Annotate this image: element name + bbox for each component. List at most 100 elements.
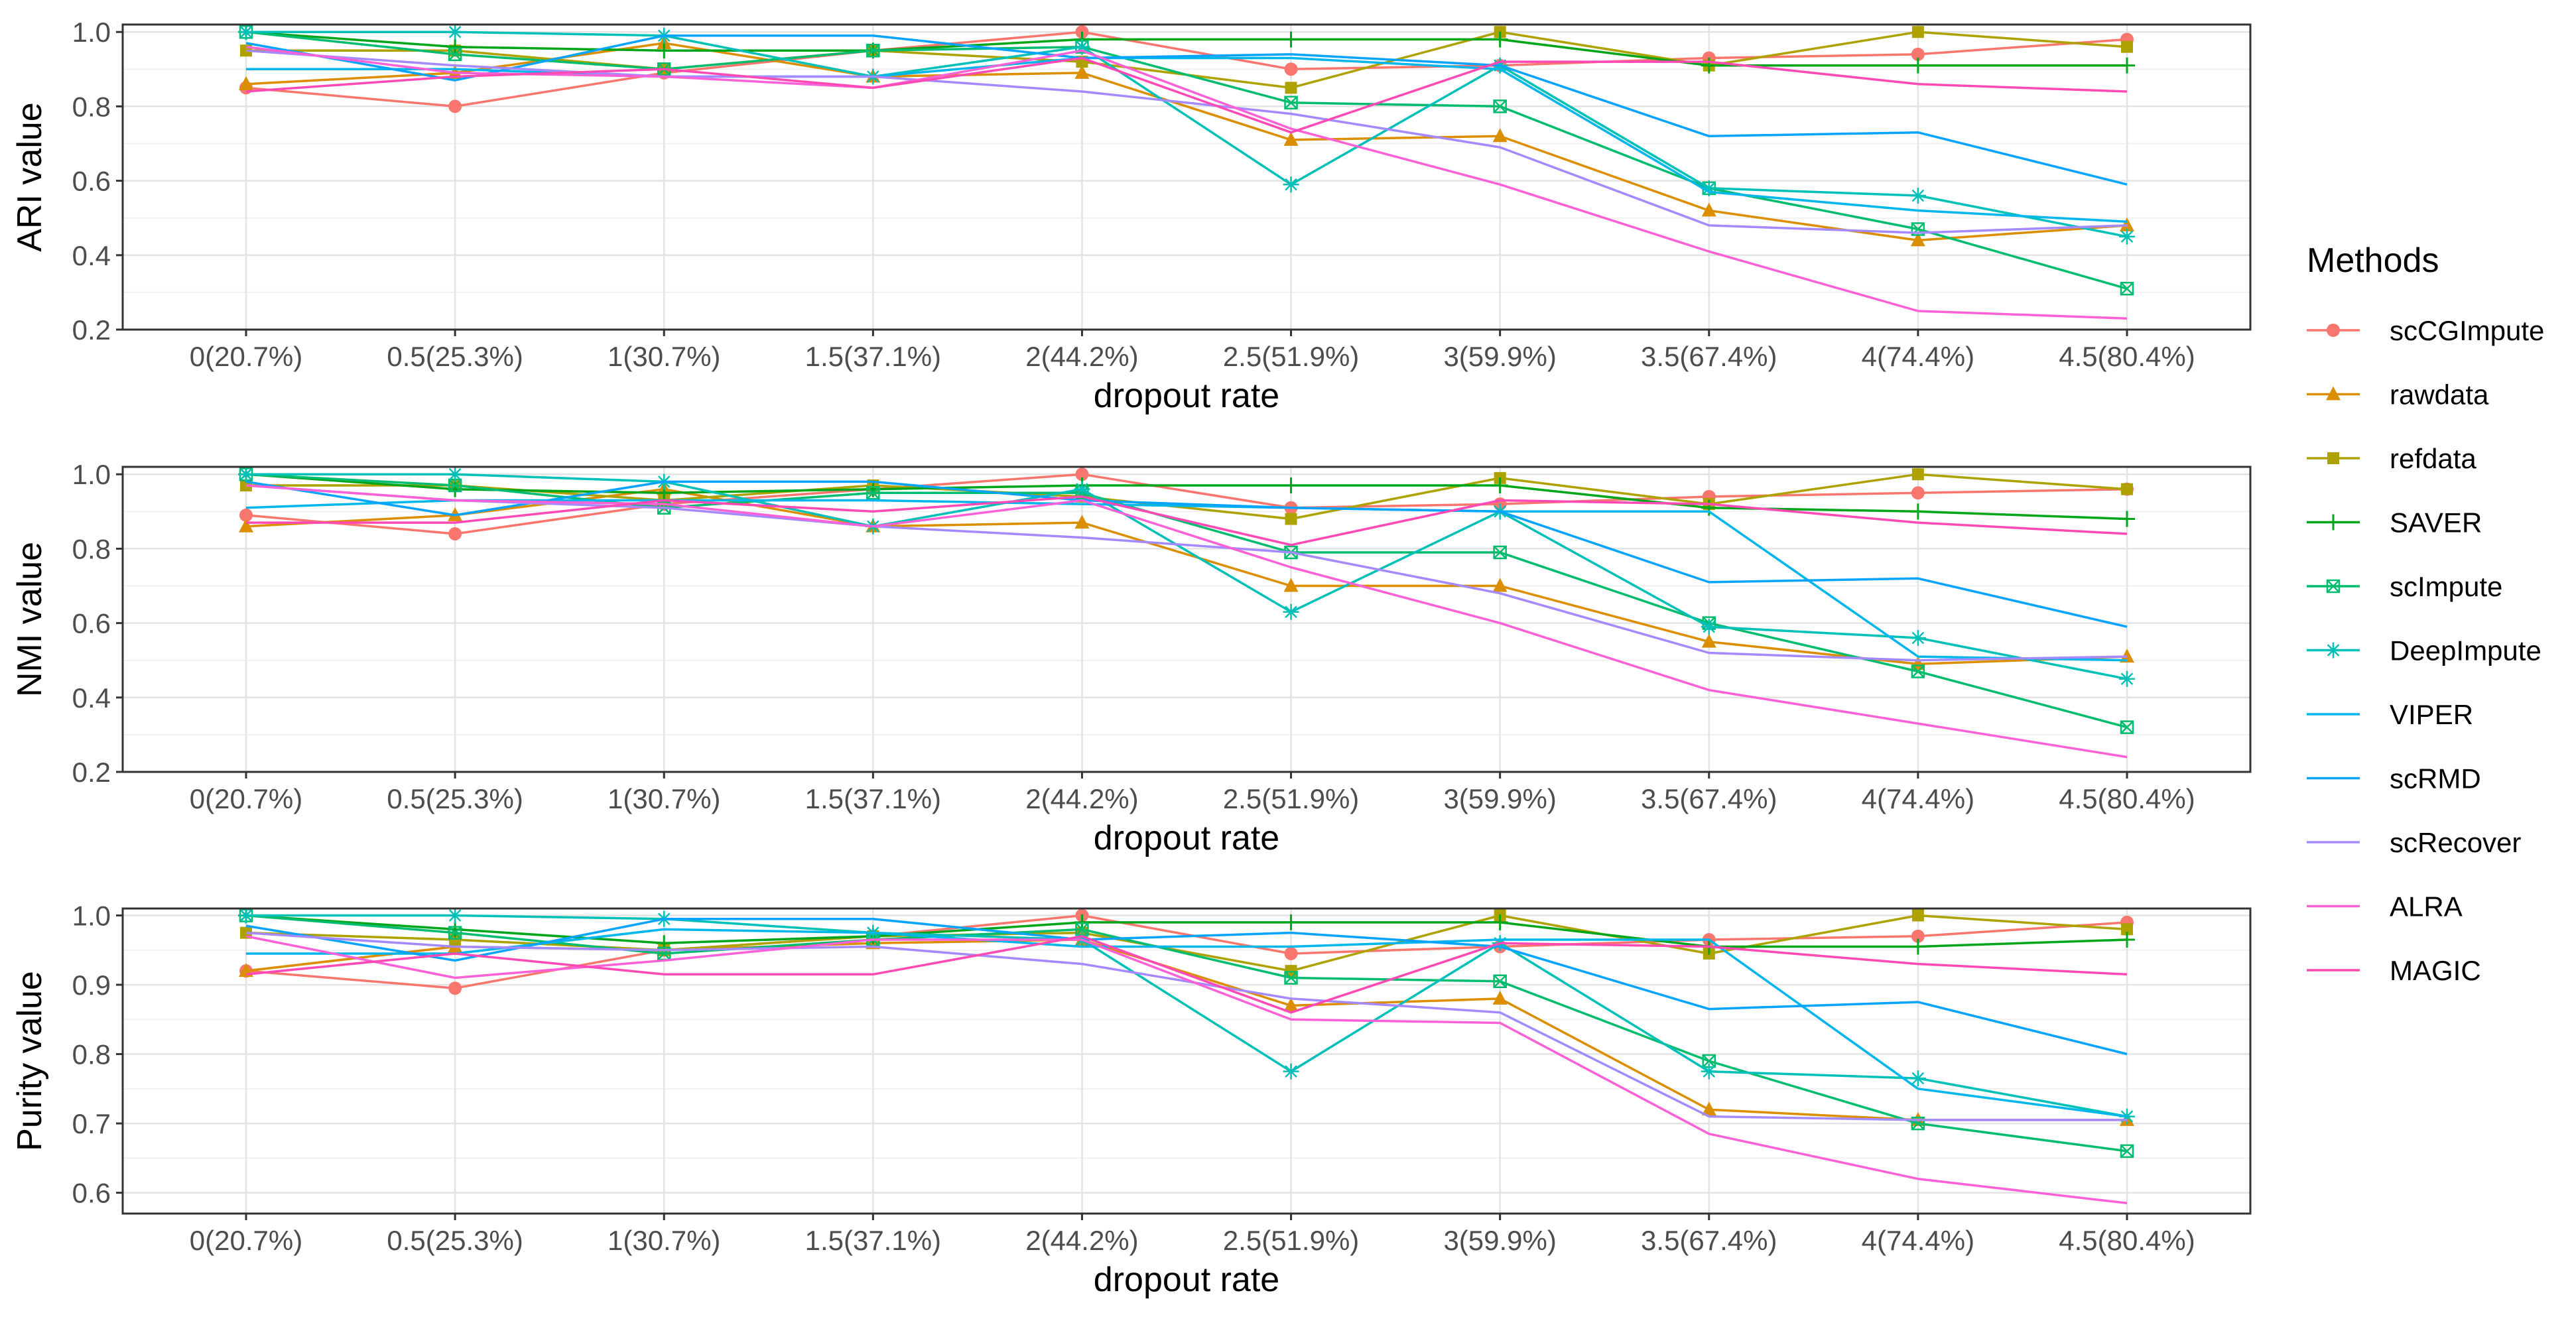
scimpute-line (245, 914, 2128, 1153)
nmi-y-axis-label: NMI value (11, 542, 49, 697)
magic-line (245, 935, 2128, 1014)
legend-label: VIPER (2390, 699, 2473, 730)
x-tick-label: 3.5(67.4%) (1641, 1225, 1777, 1256)
sccgimpute-marker (1911, 486, 1925, 500)
panel-border (121, 907, 2252, 1215)
deepimpute-marker (1074, 38, 1090, 55)
legend-item-sccgimpute: scCGImpute (2307, 315, 2544, 346)
saver-marker (1909, 57, 1926, 74)
deepimpute-marker (238, 24, 254, 40)
screcover-line (245, 49, 2128, 234)
saver-marker (1074, 914, 1090, 930)
legend-item-screcover: scRecover (2307, 827, 2521, 858)
legend-item-viper: VIPER (2307, 699, 2473, 730)
scimpute-marker (448, 478, 462, 493)
panel-border (121, 466, 2252, 773)
sccgimpute-line (245, 473, 2128, 535)
x-tick-label: 3.5(67.4%) (1641, 783, 1777, 814)
rawdata-marker (1492, 990, 1508, 1005)
scrmd-line (245, 480, 2128, 628)
refdata-marker (2327, 452, 2339, 464)
saver-marker (656, 935, 673, 952)
legend-item-rawdata: rawdata (2307, 379, 2489, 410)
x-tick-label: 0(20.7%) (190, 1225, 302, 1256)
deepimpute-marker (447, 466, 464, 483)
deepimpute-marker (447, 24, 464, 40)
scimpute-marker (448, 926, 462, 940)
scimpute-marker (1075, 922, 1089, 936)
scimpute-marker (1284, 971, 1298, 985)
panel-border (121, 23, 2252, 331)
refdata-marker (1911, 909, 1924, 922)
series-scrmd (245, 917, 2128, 1056)
y-tick-label: 0.6 (72, 1178, 111, 1209)
saver-line (245, 914, 2128, 948)
legend-label: MAGIC (2390, 955, 2481, 986)
x-tick-label: 1.5(37.1%) (805, 1225, 941, 1256)
legend-item-deepimpute: DeepImpute (2307, 635, 2542, 666)
scimpute-marker (1284, 95, 1298, 110)
magic-line (246, 495, 2128, 546)
y-tick-label: 1.0 (72, 17, 111, 48)
x-tick-label: 4.5(80.4%) (2059, 341, 2195, 372)
x-tick-label: 4(74.4%) (1862, 1225, 1974, 1256)
rawdata-marker (1283, 131, 1299, 146)
x-tick-label: 1(30.7%) (608, 1225, 720, 1256)
legend: Methods scCGImpute rawdata refdata SAVER scI… (2307, 241, 2544, 986)
rawdata-marker (1283, 997, 1299, 1012)
refdata-marker (2121, 40, 2133, 53)
series-screcover (245, 931, 2127, 1121)
legend-label: scImpute (2390, 571, 2502, 602)
series-viper (245, 499, 2128, 662)
purity-panel: 0.6 0.7 0.8 0.9 1.0 0(20.7%) 0.5(25.3%) 1(30.7%… (11, 900, 2252, 1299)
deepimpute-marker (447, 907, 464, 924)
y-tick-label: 0.2 (72, 757, 111, 788)
sccgimpute-line (245, 31, 2128, 108)
sccgimpute-marker (448, 99, 462, 113)
deepimpute-marker (1701, 1063, 1717, 1080)
x-tick-label: 4.5(80.4%) (2059, 1225, 2195, 1256)
rawdata-marker (2326, 386, 2341, 401)
rawdata-marker (1074, 64, 1090, 79)
x-tick-label: 1(30.7%) (608, 783, 720, 814)
refdata-marker (2121, 923, 2133, 936)
alra-line (245, 935, 2128, 1205)
deepimpute-marker (1074, 481, 1090, 497)
series-magic (246, 495, 2128, 546)
series-alra (245, 935, 2128, 1205)
x-tick-label: 4.5(80.4%) (2059, 783, 2195, 814)
legend-label: ALRA (2390, 891, 2463, 922)
x-tick-label: 2.5(51.9%) (1223, 1225, 1359, 1256)
x-tick-label: 2.5(51.9%) (1223, 341, 1359, 372)
viper-line (245, 499, 2128, 662)
series-saver (238, 907, 2135, 955)
y-tick-label: 0.8 (72, 1039, 111, 1070)
series-magic (245, 56, 2128, 134)
saver-line (245, 31, 2127, 67)
nmi-panel: 0.2 0.4 0.6 0.8 1.0 0(20.7%) 0.5(25.3%) 1(30.7%… (11, 459, 2252, 857)
scrmd-line (245, 917, 2128, 1056)
deepimpute-line (246, 31, 2128, 238)
rawdata-marker (1701, 633, 1716, 648)
legend-label: scCGImpute (2390, 315, 2544, 346)
sccgimpute-marker (1911, 47, 1925, 61)
legend-item-saver: SAVER (2307, 507, 2482, 538)
refdata-line (245, 914, 2128, 972)
refdata-line (246, 473, 2128, 521)
y-tick-label: 0.6 (72, 166, 111, 197)
saver-marker (656, 42, 673, 59)
rawdata-marker (2120, 649, 2134, 663)
y-tick-label: 0.8 (72, 91, 111, 122)
x-tick-label: 2(44.2%) (1025, 1225, 1138, 1256)
purity-y-axis-label: Purity value (11, 971, 49, 1151)
y-tick-label: 0.6 (72, 608, 111, 639)
series-screcover (245, 49, 2128, 234)
y-tick-label: 0.2 (72, 314, 111, 345)
deepimpute-marker (2119, 1108, 2135, 1125)
legend-item-scimpute: scImpute (2307, 571, 2502, 602)
alra-line (245, 45, 2128, 320)
saver-marker (2119, 511, 2135, 527)
deepimpute-marker (2119, 228, 2135, 245)
legend-label: DeepImpute (2390, 635, 2542, 666)
